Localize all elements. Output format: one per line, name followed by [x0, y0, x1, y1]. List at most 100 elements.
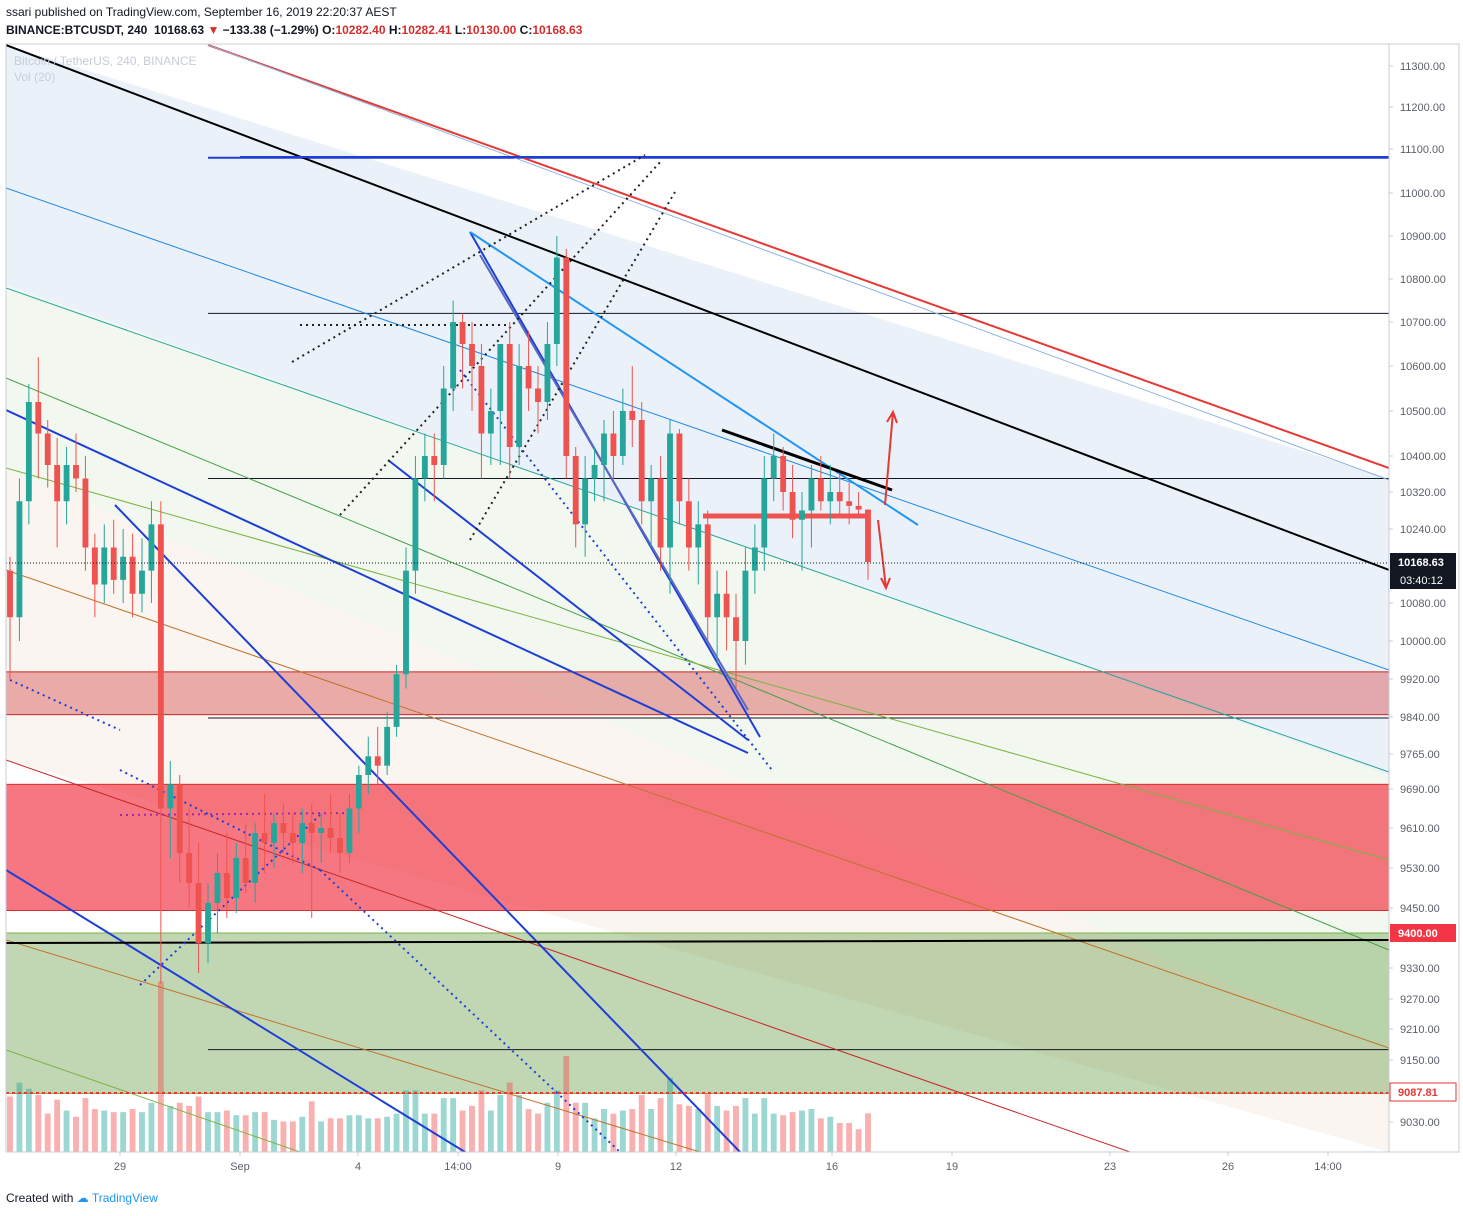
- volume-bar: [563, 1056, 570, 1152]
- candle-body: [450, 322, 457, 389]
- plot-area: [6, 44, 1389, 1152]
- volume-bar: [733, 1105, 739, 1152]
- y-tick-label: 11000.00: [1400, 188, 1445, 200]
- candle-body: [54, 465, 61, 502]
- candle-body: [695, 524, 702, 548]
- candle-body: [742, 570, 749, 641]
- candle-body: [308, 823, 315, 833]
- volume-bar: [751, 1113, 758, 1152]
- candle-body: [817, 478, 824, 502]
- symbol-label: BINANCE:BTCUSDT, 240: [6, 23, 148, 37]
- volume-bar: [63, 1110, 70, 1152]
- down-arrow-icon: ▼: [207, 23, 220, 37]
- x-tick-label: 29: [114, 1161, 126, 1173]
- volume-bar: [35, 1095, 42, 1152]
- countdown-tag-bg: [1390, 571, 1456, 590]
- candle-body: [139, 570, 145, 594]
- volume-bar: [450, 1098, 457, 1152]
- volume-bar: [516, 1095, 523, 1152]
- volume-bar: [318, 1121, 325, 1152]
- candle-body: [271, 823, 277, 843]
- candle-body: [478, 366, 485, 434]
- volume-bar: [25, 1088, 32, 1152]
- candle-body: [346, 808, 353, 853]
- candle-body: [214, 873, 221, 903]
- volume-bar: [789, 1112, 796, 1152]
- y-tick-label: 10080.00: [1400, 598, 1446, 610]
- volume-bar: [261, 1112, 268, 1152]
- volume-bar: [337, 1118, 343, 1152]
- y-tick-label: 9610.00: [1400, 823, 1440, 835]
- volume-bar: [553, 1090, 560, 1152]
- volume-bar: [157, 981, 164, 1152]
- price-axis[interactable]: 11300.00 11200.00 11100.00 11000.00 10900.00…: [1389, 61, 1446, 1129]
- volume-bar: [770, 1113, 777, 1152]
- y-tick-label: 9150.00: [1400, 1055, 1440, 1067]
- candle-body: [855, 505, 862, 510]
- candle-body: [223, 873, 230, 898]
- volume-bar: [657, 1098, 664, 1152]
- volume-bar: [610, 1113, 617, 1152]
- footer: Created with ☁ TradingView: [6, 1191, 158, 1205]
- candle-body: [638, 420, 645, 502]
- y-tick-label: 10600.00: [1400, 361, 1446, 373]
- candle-body: [44, 433, 51, 465]
- x-tick-label: 26: [1222, 1161, 1234, 1173]
- price-tag-bg: [1389, 1082, 1457, 1102]
- volume-bar: [676, 1104, 683, 1152]
- y-tick-label: 9030.00: [1400, 1117, 1440, 1129]
- volume-bar: [167, 1105, 174, 1152]
- candle-body: [365, 756, 372, 775]
- volume-bar: [308, 1101, 315, 1152]
- volume-bar: [780, 1115, 787, 1152]
- volume-bar: [299, 1116, 306, 1152]
- volume-bar: [374, 1118, 381, 1152]
- candle-body: [516, 366, 523, 447]
- candle-body: [374, 756, 381, 766]
- y-tick-label: 10900.00: [1400, 231, 1446, 243]
- volume-bar: [440, 1098, 447, 1152]
- volume-bar: [120, 1112, 127, 1152]
- candle-body: [770, 456, 777, 479]
- y-tick-label: 10400.00: [1400, 451, 1446, 463]
- last-value: 10168.63: [154, 23, 205, 37]
- volume-bar: [139, 1112, 145, 1152]
- price-tag-label: 9400.00: [1398, 928, 1438, 940]
- change-value: −133.38 (−1.29%): [222, 23, 319, 37]
- candle-series: [7, 236, 871, 984]
- time-axis[interactable]: 29 Sep 4 14:00 9 12 16 19 23 26 14:00: [114, 1152, 1342, 1173]
- volume-bar: [355, 1115, 362, 1152]
- candle-body: [101, 547, 108, 585]
- volume-bar: [148, 1102, 155, 1152]
- volume-bar: [478, 1090, 485, 1152]
- y-tick-label: 9210.00: [1400, 1024, 1440, 1036]
- candle-body: [233, 858, 240, 898]
- candle-body: [355, 775, 362, 809]
- volume-bar: [695, 1109, 702, 1152]
- tradingview-brand[interactable]: TradingView: [91, 1191, 158, 1205]
- volume-bar: [403, 1090, 409, 1152]
- open-value: 10282.40: [335, 23, 386, 37]
- candle-body: [648, 478, 655, 502]
- y-tick-label: 9840.00: [1400, 712, 1440, 724]
- high-value: 10282.41: [401, 23, 452, 37]
- candle-body: [148, 524, 155, 571]
- volume-bars: [7, 981, 871, 1152]
- price-tag-bg: [1390, 553, 1456, 572]
- volume-bar: [214, 1112, 221, 1152]
- channel-fill-blue: [6, 45, 1389, 775]
- volume-bar: [393, 1113, 400, 1152]
- ohlc-line: BINANCE:BTCUSDT, 240 10168.63 ▼ −133.38 …: [6, 23, 582, 37]
- candle-body: [789, 492, 796, 520]
- volume-bar: [91, 1109, 98, 1152]
- candle-body: [591, 465, 598, 479]
- volume-bar: [129, 1109, 136, 1152]
- candle-body: [393, 674, 400, 727]
- close-value: 10168.63: [532, 23, 583, 37]
- candle-body: [563, 257, 570, 456]
- countdown-label: 03:40:12: [1400, 575, 1443, 587]
- volume-bar: [723, 1110, 730, 1152]
- candle-body: [91, 547, 98, 585]
- volume-bar: [365, 1118, 372, 1152]
